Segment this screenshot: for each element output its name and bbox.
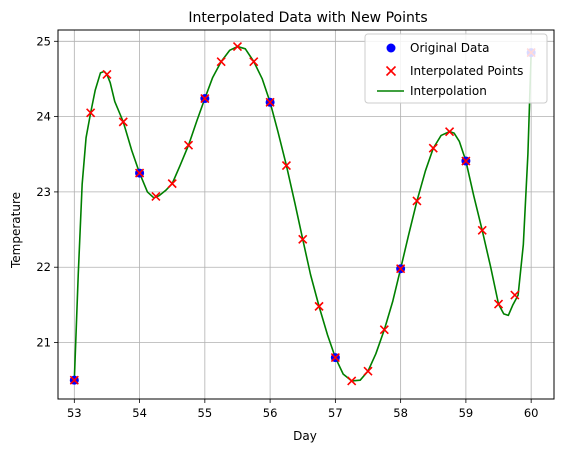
legend-marker-interpolated [385, 65, 397, 77]
interpolated-point [445, 127, 455, 137]
interpolated-point [461, 156, 471, 166]
chart-title: Interpolated Data with New Points [188, 10, 427, 26]
legend-label-interpolation: Interpolation [410, 84, 487, 98]
y-tick-label: 22 [36, 260, 51, 274]
x-tick-label: 57 [328, 406, 343, 420]
interpolated-point [347, 376, 357, 386]
legend: Original Data Interpolated Points Interp… [364, 33, 548, 104]
interpolated-point [363, 366, 373, 376]
legend-label-original: Original Data [410, 41, 489, 55]
interpolated-point [102, 69, 112, 79]
x-tick-label: 58 [393, 406, 408, 420]
interpolated-point [314, 301, 324, 311]
interpolated-point [477, 225, 487, 235]
x-tick-label: 59 [459, 406, 474, 420]
interpolated-point [69, 375, 79, 385]
interpolated-point [510, 290, 520, 300]
plot-frame [57, 29, 555, 400]
x-tick-label: 56 [263, 406, 278, 420]
interpolated-point [412, 196, 422, 206]
interpolated-point [493, 299, 504, 309]
interpolated-point [151, 191, 161, 201]
interpolated-point [379, 325, 389, 335]
interpolated-point [396, 264, 406, 274]
interpolated-point [298, 234, 308, 244]
legend-marker-original [386, 43, 396, 53]
interpolated-point [265, 97, 275, 107]
y-tick-label: 21 [36, 336, 51, 350]
x-tick-label: 53 [67, 406, 82, 420]
interpolated-point [330, 353, 340, 363]
interpolated-point [216, 57, 226, 67]
interpolated-point [135, 168, 145, 178]
interpolated-point [86, 108, 96, 118]
legend-box [364, 33, 548, 104]
x-tick-label: 54 [132, 406, 147, 420]
axis-ticks: 53 54 55 56 57 58 59 60 21 22 23 24 25 [36, 34, 538, 420]
interpolated-point [428, 143, 438, 153]
interpolated-point [232, 42, 243, 52]
x-axis-label: Day [293, 429, 317, 443]
y-tick-label: 25 [36, 34, 51, 48]
interpolated-point [183, 140, 194, 150]
interpolated-point [281, 160, 291, 171]
interpolated-point [200, 93, 210, 104]
y-tick-label: 23 [36, 185, 51, 199]
y-tick-label: 24 [36, 110, 51, 124]
interpolated-point [249, 57, 259, 67]
legend-label-interpolated: Interpolated Points [410, 64, 523, 78]
interpolated-point [167, 179, 177, 189]
y-axis-label: Temperature [9, 192, 23, 269]
x-tick-label: 55 [198, 406, 213, 420]
interpolated-point [118, 117, 128, 127]
x-tick-label: 60 [524, 406, 539, 420]
